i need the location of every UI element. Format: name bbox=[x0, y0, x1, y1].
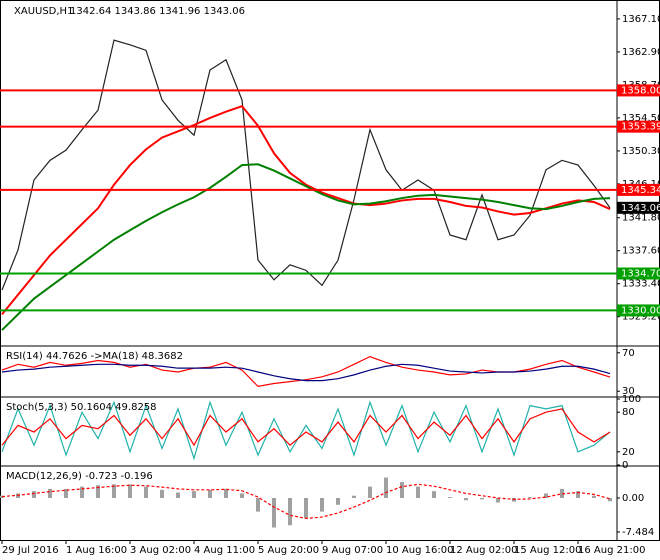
histogram-bar bbox=[96, 485, 100, 498]
y-tick-label: 20 bbox=[622, 447, 635, 458]
histogram-bar bbox=[304, 497, 308, 519]
histogram-bar bbox=[64, 488, 68, 498]
series-line bbox=[1, 39, 611, 291]
histogram-bar bbox=[288, 497, 292, 526]
histogram-bar bbox=[544, 493, 548, 498]
histogram-bar bbox=[480, 497, 484, 500]
y-tick-label: 1341.80 bbox=[622, 213, 660, 224]
level-label: 1345.34 bbox=[621, 185, 660, 196]
level-tag bbox=[617, 120, 660, 133]
histogram-bar bbox=[352, 495, 356, 498]
histogram-bar bbox=[160, 489, 164, 498]
histogram-bar bbox=[464, 497, 468, 501]
y-tick-label: 1337.60 bbox=[622, 246, 660, 257]
histogram-bar bbox=[128, 484, 132, 498]
histogram-bar bbox=[528, 497, 532, 498]
panel-title: Stoch(5,3,3) 50.1604 49.8258 bbox=[6, 402, 157, 413]
x-tick-label: 9 Aug 07:00 bbox=[322, 545, 383, 556]
histogram-bar bbox=[592, 495, 596, 498]
y-tick-label: 1354.50 bbox=[622, 113, 660, 124]
level-label: 1353.39 bbox=[621, 122, 660, 133]
histogram-bar bbox=[416, 486, 420, 498]
histogram-bar bbox=[32, 491, 36, 498]
chart-subtitle: 1342.64 1343.86 1341.96 1343.06 bbox=[70, 6, 245, 17]
y-tick-label: 0.00 bbox=[622, 493, 644, 504]
histogram-bar bbox=[576, 491, 580, 498]
histogram-bar bbox=[448, 497, 452, 498]
y-tick-label: 1350.30 bbox=[622, 146, 660, 157]
y-tick-label: 80 bbox=[622, 407, 635, 418]
series-line bbox=[1, 408, 611, 447]
x-tick-label: 29 Jul 2016 bbox=[2, 545, 59, 556]
histogram-bar bbox=[320, 497, 324, 512]
histogram-bar bbox=[224, 488, 228, 498]
histogram-bar bbox=[176, 492, 180, 498]
level-tag bbox=[617, 183, 660, 196]
x-tick-label: 4 Aug 11:00 bbox=[194, 545, 255, 556]
series-line bbox=[1, 163, 611, 331]
histogram-bar bbox=[336, 497, 340, 505]
level-tag bbox=[617, 267, 660, 280]
histogram-bar bbox=[112, 484, 116, 498]
histogram-bar bbox=[80, 486, 84, 498]
histogram-bar bbox=[48, 488, 52, 498]
y-tick-label: 1333.40 bbox=[622, 279, 660, 290]
panel-title: MACD(12,26,9) -0.723 -0.196 bbox=[6, 471, 153, 482]
histogram-bar bbox=[0, 495, 4, 498]
level-label: 1358.00 bbox=[621, 85, 660, 96]
level-label: 1330.00 bbox=[621, 305, 660, 316]
series-line bbox=[1, 483, 611, 520]
histogram-bar bbox=[368, 486, 372, 498]
histogram-bar bbox=[400, 482, 404, 498]
histogram-bar bbox=[256, 497, 260, 512]
level-label: 1334.70 bbox=[621, 269, 660, 280]
histogram-bar bbox=[272, 497, 276, 528]
frame bbox=[0, 0, 660, 541]
level-tag bbox=[617, 304, 660, 317]
y-tick-label: 70 bbox=[622, 348, 635, 359]
x-tick-label: 5 Aug 20:00 bbox=[258, 545, 319, 556]
histogram-bar bbox=[560, 488, 564, 498]
price-label: 1343.06 bbox=[621, 203, 660, 214]
series-line bbox=[1, 400, 611, 461]
price-tag bbox=[617, 201, 660, 214]
x-tick-label: 16 Aug 21:00 bbox=[578, 545, 645, 556]
x-tick-label: 3 Aug 02:00 bbox=[130, 545, 191, 556]
histogram-bar bbox=[240, 493, 244, 498]
x-tick-label: 12 Aug 02:00 bbox=[450, 545, 517, 556]
histogram-bar bbox=[208, 489, 212, 498]
y-tick-label: 1362.90 bbox=[622, 47, 660, 58]
x-tick-label: 1 Aug 16:00 bbox=[66, 545, 127, 556]
histogram-bar bbox=[432, 491, 436, 498]
histogram-bar bbox=[608, 497, 612, 502]
y-tick-label: -7.484 bbox=[622, 527, 654, 538]
y-tick-label: 1329.20 bbox=[622, 312, 660, 323]
panel-title: RSI(14) 44.7626 ->MA(18) 48.3682 bbox=[6, 351, 183, 362]
histogram-bar bbox=[144, 486, 148, 498]
x-tick-label: 10 Aug 16:00 bbox=[386, 545, 453, 556]
chart-title: XAUUSD,H1 bbox=[14, 6, 73, 17]
y-tick-label: 100 bbox=[622, 394, 641, 405]
series-line bbox=[1, 104, 611, 315]
x-tick-label: 15 Aug 12:00 bbox=[514, 545, 581, 556]
y-tick-label: 1367.10 bbox=[622, 14, 660, 25]
series-line bbox=[1, 363, 611, 382]
histogram-bar bbox=[384, 477, 388, 498]
histogram-bar bbox=[192, 491, 196, 498]
histogram-bar bbox=[496, 497, 500, 503]
level-tag bbox=[617, 84, 660, 97]
y-tick-label: 30 bbox=[622, 386, 635, 397]
